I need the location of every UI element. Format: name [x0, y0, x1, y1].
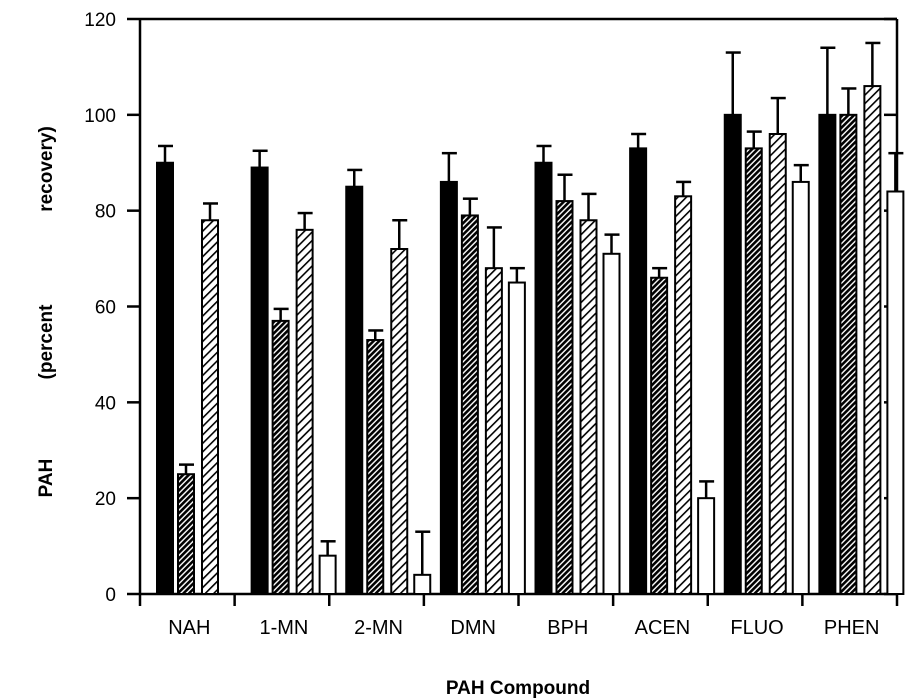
y-tick-label: 0: [105, 585, 116, 606]
y-tick-label: 120: [84, 10, 116, 31]
bar: [413, 573, 432, 595]
category-label: NAH: [168, 617, 210, 639]
bar: [863, 85, 882, 595]
bar: [271, 319, 290, 595]
y-axis-title: PAH (percent recovery): [36, 126, 57, 497]
bar: [439, 180, 458, 596]
x-axis-title: PAH Compound: [446, 678, 590, 699]
bar: [507, 281, 526, 595]
bar: [674, 195, 693, 596]
bar: [579, 219, 598, 595]
y-tick-label: 100: [84, 106, 116, 127]
bar: [318, 554, 337, 596]
bar: [818, 113, 837, 595]
bar: [295, 228, 314, 595]
bar: [602, 252, 621, 596]
bar: [839, 113, 858, 595]
y-axis-title-part: recovery): [36, 126, 57, 212]
bar: [177, 473, 195, 596]
bar-series: [156, 41, 905, 596]
x-axis-ticks: [138, 594, 899, 606]
bar: [768, 133, 787, 595]
bar: [250, 166, 269, 596]
category-label: 2-MN: [354, 617, 403, 639]
bar: [345, 185, 364, 595]
bar: [156, 161, 174, 595]
category-label: ACEN: [635, 617, 691, 639]
category-label: PHEN: [824, 617, 880, 639]
bar: [650, 276, 669, 595]
y-tick-label: 80: [95, 202, 116, 223]
bar: [723, 113, 742, 595]
bar: [555, 200, 574, 595]
y-tick-label: 40: [95, 393, 116, 414]
bar: [791, 180, 810, 596]
bar: [629, 147, 648, 595]
bar: [390, 248, 409, 595]
y-axis-title-part: (percent: [36, 304, 57, 380]
y-tick-label: 60: [95, 298, 116, 319]
y-axis-title-part: PAH: [36, 459, 57, 498]
y-tick-label: 20: [95, 489, 116, 510]
category-labels: NAH 1-MN 2-MN DMN BPH ACEN FLUO PHEN: [168, 617, 879, 639]
bar: [886, 190, 905, 595]
bar: [697, 497, 716, 595]
bar: [744, 147, 763, 595]
category-label: 1-MN: [259, 617, 308, 639]
category-label: FLUO: [730, 617, 783, 639]
bar: [201, 219, 219, 595]
bar: [534, 161, 553, 595]
bar: [366, 339, 385, 595]
bar: [484, 267, 503, 595]
category-label: DMN: [450, 617, 496, 639]
category-label: BPH: [547, 617, 588, 639]
bar: [460, 214, 479, 595]
